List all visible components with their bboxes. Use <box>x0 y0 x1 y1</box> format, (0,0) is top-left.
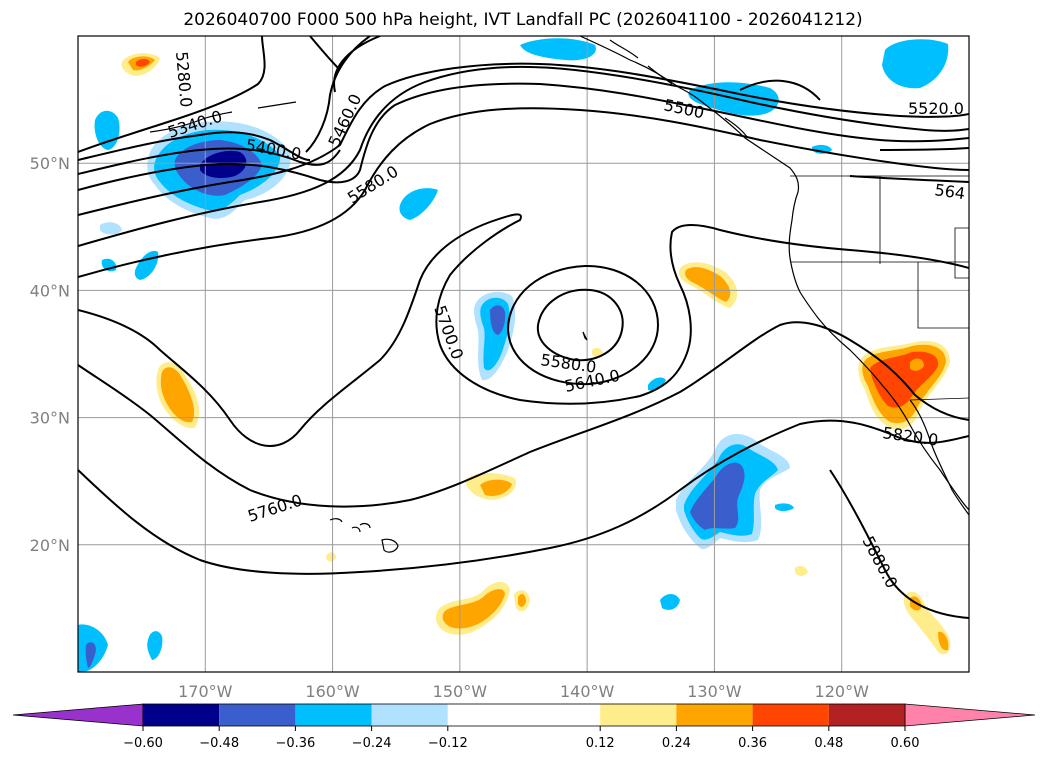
ivt-negative-region <box>882 39 949 89</box>
colorbar-segment <box>371 704 448 726</box>
latitude-tick-labels: 20°N 30°N 40°N 50°N <box>30 154 70 555</box>
contour-line <box>829 469 969 619</box>
longitude-tick-labels: 170°W 160°W 150°W 140°W 130°W 120°W <box>178 682 869 701</box>
contour-line <box>78 419 969 575</box>
colorbar-segment <box>828 704 905 726</box>
contour-line <box>506 264 660 386</box>
ivt-negative-region <box>147 631 163 660</box>
colorbar-segment <box>447 704 601 726</box>
latitude-tick-label: 50°N <box>30 154 70 173</box>
colorbar-tick-label: 0.24 <box>662 736 691 751</box>
ivt-negative-region <box>100 222 122 235</box>
colorbar-segment <box>219 704 296 726</box>
ivt-negative-region <box>648 377 666 391</box>
colorbar-extend-low <box>12 703 144 727</box>
ivt-positive-region <box>326 552 336 562</box>
ivt-positive-region <box>160 367 195 423</box>
ivt-positive-region <box>480 479 512 496</box>
colorbar-tick-label: 0.60 <box>891 736 920 751</box>
ivt-positive-region <box>442 589 505 629</box>
latitude-tick-label: 20°N <box>30 536 70 555</box>
contour-line <box>78 62 969 216</box>
ivt-positive-region <box>136 59 150 67</box>
coastline <box>582 331 588 341</box>
contour-line <box>78 147 341 175</box>
contour-line <box>78 82 969 191</box>
height-contours <box>78 36 969 619</box>
colorbar-tick-label: 0.48 <box>814 736 843 751</box>
ivt-positive-region <box>910 358 924 371</box>
contour-line <box>849 147 969 183</box>
contour-line <box>78 107 969 278</box>
contour-line <box>305 36 381 153</box>
ivt-negative-region <box>85 642 96 668</box>
border <box>790 175 969 329</box>
longitude-tick-label: 160°W <box>305 682 360 701</box>
colorbar-tick-label: 0.36 <box>738 736 767 751</box>
ivt-positive-region <box>938 631 949 651</box>
colorbar: −0.60 −0.48 −0.36 −0.24 −0.12 0.12 0.24 0.36 0.4… <box>12 703 1036 751</box>
latitude-tick-label: 40°N <box>30 281 70 300</box>
colorbar-tick-label: −0.60 <box>123 736 163 751</box>
colorbar-frame <box>142 703 906 727</box>
colorbar-segment <box>752 704 829 726</box>
contour-line <box>78 213 969 447</box>
coastline <box>329 518 399 553</box>
ivt-positive-region <box>518 594 526 607</box>
longitude-tick-label: 130°W <box>687 682 742 701</box>
longitude-tick-label: 150°W <box>433 682 488 701</box>
contour-label: 5280.0 <box>172 51 196 108</box>
coastline <box>909 399 969 516</box>
ivt-negative-region <box>775 503 794 511</box>
coastline <box>579 36 969 511</box>
longitude-tick-label: 140°W <box>560 682 615 701</box>
colorbar-extend-high <box>904 703 1036 727</box>
ivt-positive-region <box>685 267 731 302</box>
longitude-tick-label: 170°W <box>178 682 233 701</box>
colorbar-tick-label: −0.12 <box>428 736 468 751</box>
colorbar-tick-label: −0.24 <box>352 736 392 751</box>
ivt-negative-region <box>490 305 506 335</box>
longitude-tick-label: 120°W <box>815 682 870 701</box>
colorbar-segment <box>676 704 753 726</box>
colorbar-segment <box>143 704 220 726</box>
map-frame <box>77 35 970 673</box>
colorbar-segment <box>600 704 677 726</box>
latitude-tick-label: 30°N <box>30 409 70 428</box>
map-area: 5280.0 5340.0 5400.0 5460.0 5500 5520.0 … <box>78 36 969 672</box>
colorbar-tick-label: −0.36 <box>275 736 315 751</box>
coastline <box>149 101 297 133</box>
ivt-negative-region <box>520 38 596 61</box>
chart-title: 2026040700 F000 500 hPa height, IVT Land… <box>183 10 862 30</box>
contour-label: 5520.0 <box>908 99 964 118</box>
ivt-positive-region <box>795 565 808 576</box>
contour-line <box>536 288 624 362</box>
contour-line <box>78 321 969 508</box>
colorbar-segment <box>295 704 372 726</box>
colorbar-tick-label: −0.48 <box>199 736 239 751</box>
contour-line <box>78 36 266 153</box>
contour-line <box>78 131 311 161</box>
colorbar-tick-label: 0.12 <box>586 736 615 751</box>
ivt-negative-region <box>690 462 745 530</box>
contour-line <box>739 79 821 101</box>
contour-label: 564 <box>933 180 966 203</box>
ivt-negative-region <box>399 188 438 220</box>
ivt-negative-region <box>660 594 680 610</box>
